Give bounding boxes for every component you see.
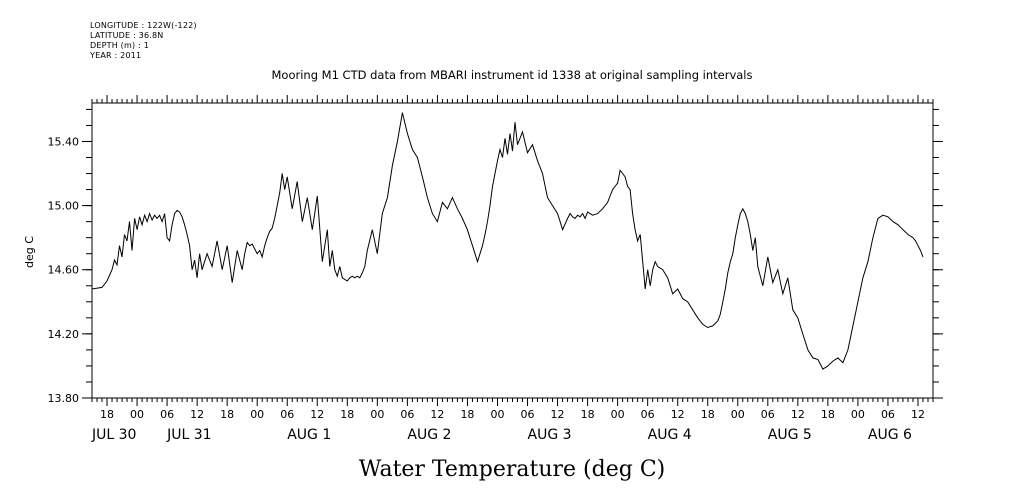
- x-date-label: JUL 30: [91, 427, 136, 443]
- x-axis: 18 00 06 12 18 00 06 12 18 00 06 12 18 00 06 12 18 00 06 12…: [91, 408, 925, 443]
- y-tick-label: 14.60: [48, 264, 80, 277]
- x-tick-label: 12: [430, 408, 444, 421]
- x-tick-label: 00: [851, 408, 865, 421]
- x-tick-label: 18: [220, 408, 234, 421]
- x-tick-label: 06: [160, 408, 174, 421]
- x-tick-label: 18: [581, 408, 595, 421]
- x-tick-label: 00: [490, 408, 504, 421]
- x-tick-label: 06: [761, 408, 775, 421]
- x-date-label: AUG 6: [868, 427, 912, 443]
- x-tick-label: 12: [671, 408, 685, 421]
- series-line: [91, 112, 924, 370]
- x-tick-label: 00: [370, 408, 384, 421]
- x-tick-label: 18: [340, 408, 354, 421]
- x-tick-label: 00: [611, 408, 625, 421]
- x-date-label: AUG 4: [648, 427, 692, 443]
- x-tick-label: 18: [821, 408, 835, 421]
- x-tick-label: 18: [701, 408, 715, 421]
- x-tick-label: 00: [731, 408, 745, 421]
- x-date-label: AUG 1: [287, 427, 331, 443]
- station-metadata: LONGITUDE : 122W(-122) LATITUDE : 36.8N …: [90, 21, 197, 61]
- x-date-label: AUG 2: [407, 427, 451, 443]
- x-date-label: AUG 5: [768, 427, 812, 443]
- x-tick-label: 06: [881, 408, 895, 421]
- axis-ticks: [91, 95, 934, 406]
- y-tick-label: 15.40: [48, 135, 80, 148]
- x-tick-label: 12: [791, 408, 805, 421]
- latitude-label: LATITUDE : 36.8N: [90, 31, 164, 40]
- y-tick-label: 14.20: [48, 328, 80, 341]
- x-tick-label: 12: [190, 408, 204, 421]
- x-axis-label: Water Temperature (deg C): [359, 457, 666, 482]
- x-tick-label: 06: [400, 408, 414, 421]
- y-tick-label: 15.00: [48, 200, 80, 213]
- x-date-label: AUG 3: [528, 427, 572, 443]
- x-tick-label: 12: [310, 408, 324, 421]
- depth-label: DEPTH (m) : 1: [90, 41, 149, 50]
- x-date-label: JUL 31: [166, 427, 211, 443]
- y-tick-label: 13.80: [48, 392, 80, 405]
- x-tick-label: 12: [551, 408, 565, 421]
- y-axis: 13.80 14.20 14.60 15.00 15.40: [48, 108, 943, 405]
- x-tick-label: 00: [250, 408, 264, 421]
- x-tick-label: 18: [460, 408, 474, 421]
- x-tick-label: 00: [130, 408, 144, 421]
- chart-title: Mooring M1 CTD data from MBARI instrumen…: [272, 68, 753, 82]
- x-tick-label: 06: [641, 408, 655, 421]
- y-axis-label: deg C: [23, 236, 36, 268]
- year-label: YEAR : 2011: [90, 51, 142, 60]
- x-tick-label: 06: [280, 408, 294, 421]
- longitude-label: LONGITUDE : 122W(-122): [90, 21, 197, 30]
- x-tick-label: 12: [911, 408, 925, 421]
- x-tick-label: 18: [100, 408, 114, 421]
- x-tick-label: 06: [521, 408, 535, 421]
